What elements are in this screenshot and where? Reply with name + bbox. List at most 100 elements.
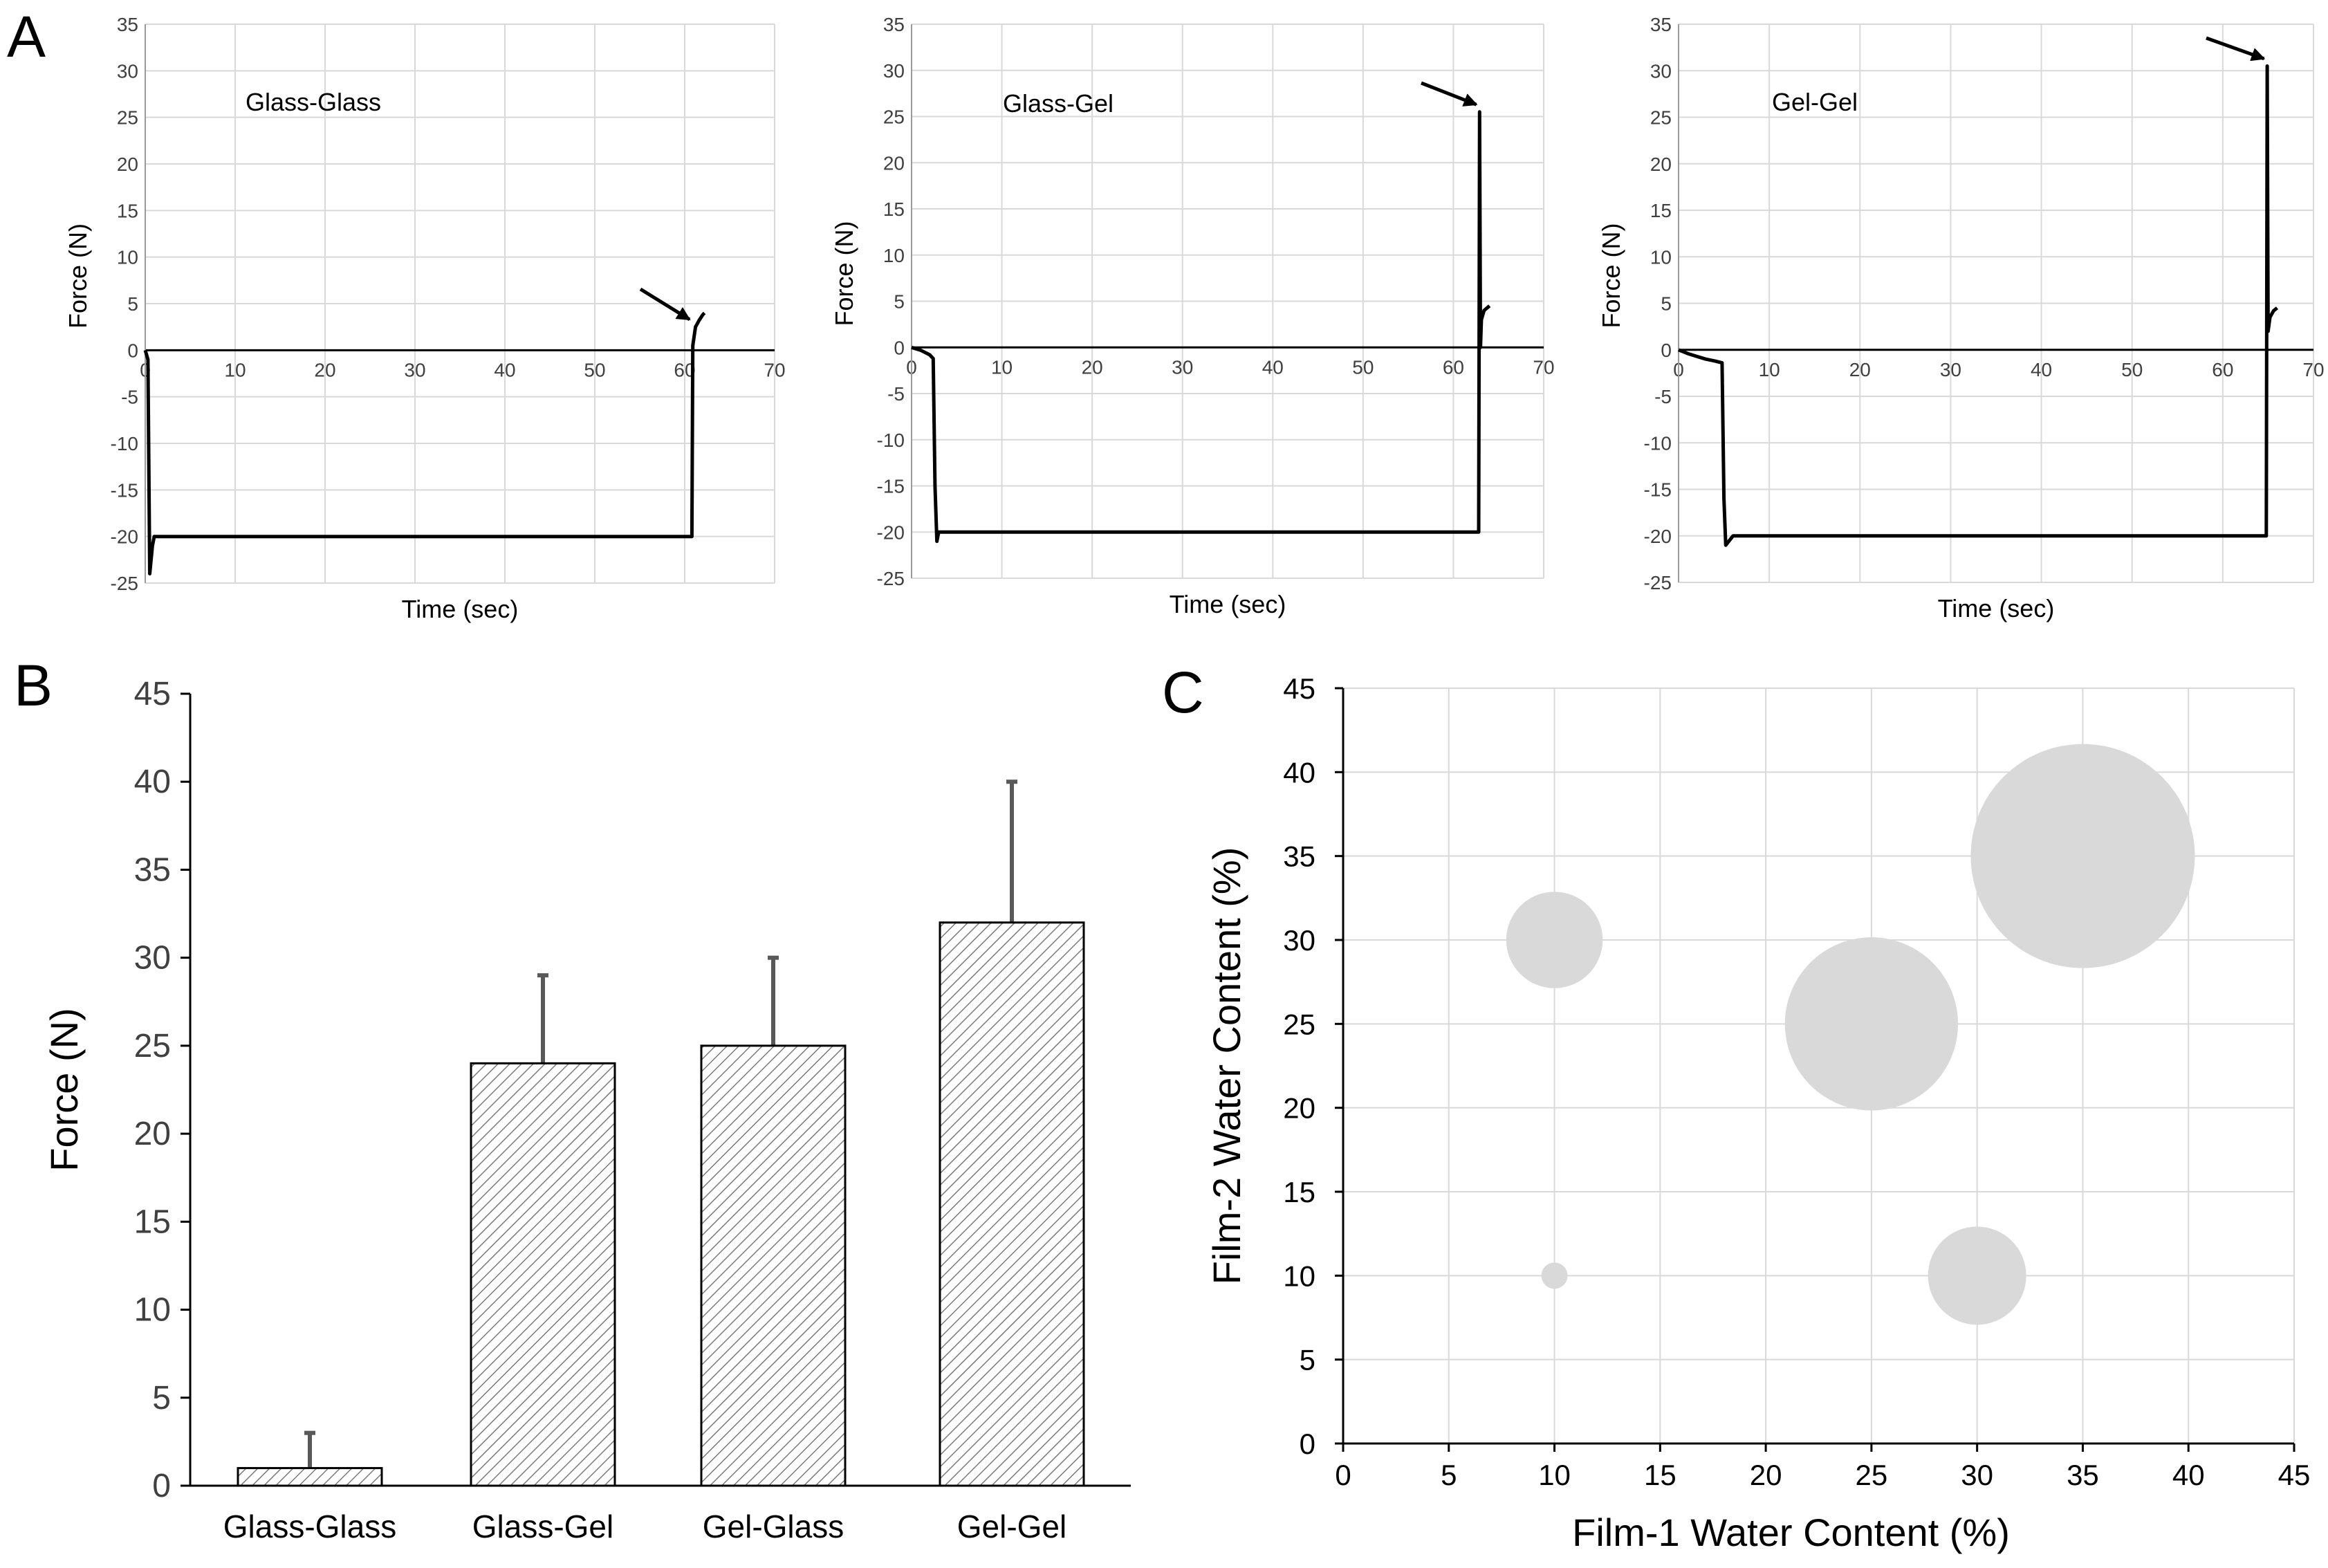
y-tick-label: 25 <box>117 107 138 129</box>
pair-label: Glass-Glass <box>246 88 381 116</box>
x-tick-label: 70 <box>1533 356 1554 378</box>
y-tick-label: -15 <box>1644 479 1672 501</box>
y-tick-label: -20 <box>877 522 905 543</box>
x-tick-label: 30 <box>1172 356 1193 378</box>
y-tick-label: 10 <box>117 247 138 268</box>
x-tick-label: 30 <box>1940 359 1961 380</box>
bar <box>700 1044 847 1487</box>
y-tick-label: 30 <box>883 60 905 82</box>
x-tick-label: 30 <box>404 359 425 380</box>
y-tick-label: -10 <box>1644 432 1672 454</box>
y-tick-label: -10 <box>877 430 905 451</box>
y-tick-label: 40 <box>134 764 171 800</box>
y-tick-label: 30 <box>134 940 171 977</box>
y-tick-label: 15 <box>1283 1176 1315 1208</box>
x-axis-title: Film-1 Water Content (%) <box>1572 1511 2010 1554</box>
bubble <box>1784 937 1959 1111</box>
y-tick-label: 25 <box>883 107 905 128</box>
y-tick-label: 15 <box>134 1203 171 1240</box>
y-tick-label: 0 <box>152 1468 171 1504</box>
bar <box>470 1062 616 1487</box>
x-tick-label: 70 <box>764 359 785 380</box>
x-tick-label: 40 <box>2172 1459 2205 1491</box>
y-tick-label: 35 <box>1650 14 1672 35</box>
y-tick-label: 35 <box>134 851 171 888</box>
x-tick-label: 10 <box>224 359 246 380</box>
x-tick-label: 15 <box>1644 1459 1676 1491</box>
x-tick-label: 60 <box>2212 359 2233 380</box>
x-tick-label: 50 <box>1352 356 1374 378</box>
x-tick-label: 20 <box>1849 359 1871 380</box>
category-label: Gel-Glass <box>703 1509 844 1544</box>
y-tick-label: 25 <box>134 1028 171 1064</box>
force-trace-line <box>911 110 1491 544</box>
y-tick-label: 30 <box>1283 924 1315 957</box>
y-tick-label: 25 <box>1283 1008 1315 1040</box>
y-tick-label: 5 <box>152 1380 171 1417</box>
y-tick-label: -5 <box>121 387 138 408</box>
x-tick-label: 20 <box>1750 1459 1782 1491</box>
y-tick-label: 45 <box>1283 672 1315 705</box>
category-label: Glass-Glass <box>223 1509 396 1544</box>
force-trace-line <box>1678 64 2279 547</box>
force-trace-line <box>143 311 706 575</box>
y-tick-label: -15 <box>877 476 905 497</box>
x-tick-label: 40 <box>2031 359 2052 380</box>
y-tick-label: -10 <box>111 433 138 454</box>
x-axis-title: Time (sec) <box>402 595 519 623</box>
y-tick-label: -15 <box>111 479 138 501</box>
y-axis-title: Force (N) <box>830 221 858 326</box>
y-tick-label: 15 <box>883 199 905 220</box>
category-label: Glass-Gel <box>472 1509 613 1544</box>
peak-arrow-icon <box>2206 36 2266 62</box>
bar <box>237 1467 383 1487</box>
panel-letter-c: C <box>1162 660 1204 725</box>
y-axis-title: Force (N) <box>1597 223 1625 329</box>
panel-a-chart-glass-gel: 010203040506070-25-20-15-10-505101520253… <box>830 14 1555 618</box>
x-tick-label: 40 <box>1262 356 1284 378</box>
y-tick-label: 20 <box>134 1116 171 1152</box>
y-tick-label: 20 <box>1650 154 1672 175</box>
x-tick-label: 50 <box>2121 359 2143 380</box>
y-axis-title: Force (N) <box>42 1008 86 1171</box>
x-tick-label: 45 <box>2278 1459 2311 1491</box>
y-tick-label: 10 <box>134 1292 171 1329</box>
y-tick-label: 0 <box>1661 340 1672 361</box>
panel-letter-a: A <box>7 4 46 69</box>
y-tick-label: 5 <box>1661 293 1672 315</box>
y-tick-label: -5 <box>1654 386 1672 407</box>
x-tick-label: 10 <box>1759 359 1780 380</box>
panel-a-chart-glass-glass: 010203040506070-25-20-15-10-505101520253… <box>64 14 786 623</box>
y-tick-label: -25 <box>1644 572 1672 593</box>
y-tick-label: 30 <box>117 60 138 82</box>
y-tick-label: 10 <box>883 245 905 266</box>
panel-c-bubble-chart: 0 5 10 15 20 25 30 35 40 45 0 5 10 15 20 25 30 35 40 45 Film… <box>1205 672 2310 1554</box>
y-tick-label: -25 <box>877 568 905 589</box>
y-tick-label: 40 <box>1283 756 1315 788</box>
panel-a-chart-gel-gel: 010203040506070-25-20-15-10-505101520253… <box>1597 14 2325 622</box>
y-tick-label: 35 <box>1283 840 1315 873</box>
y-tick-label: 5 <box>894 291 905 313</box>
y-tick-label: 0 <box>894 337 905 358</box>
bubble <box>1970 744 2195 968</box>
bubble <box>1506 892 1603 988</box>
x-tick-label: 20 <box>1082 356 1103 378</box>
y-tick-label: -20 <box>1644 526 1672 547</box>
y-tick-label: 5 <box>127 293 138 315</box>
x-tick-label: 50 <box>584 359 605 380</box>
pair-label: Glass-Gel <box>1003 89 1114 118</box>
x-tick-label: 25 <box>1856 1459 1888 1491</box>
x-tick-label: 60 <box>1443 356 1464 378</box>
pair-label: Gel-Gel <box>1772 88 1858 116</box>
y-tick-label: 20 <box>883 152 905 174</box>
x-tick-label: 10 <box>1538 1459 1571 1491</box>
y-tick-label: 20 <box>1283 1092 1315 1125</box>
x-tick-label: 40 <box>494 359 515 380</box>
bubble <box>1541 1262 1568 1289</box>
bubble <box>1928 1226 2026 1325</box>
y-tick-label: 0 <box>127 340 138 361</box>
y-tick-label: 15 <box>117 200 138 221</box>
y-axis-title: Force (N) <box>64 223 92 329</box>
y-tick-label: -20 <box>111 526 138 548</box>
